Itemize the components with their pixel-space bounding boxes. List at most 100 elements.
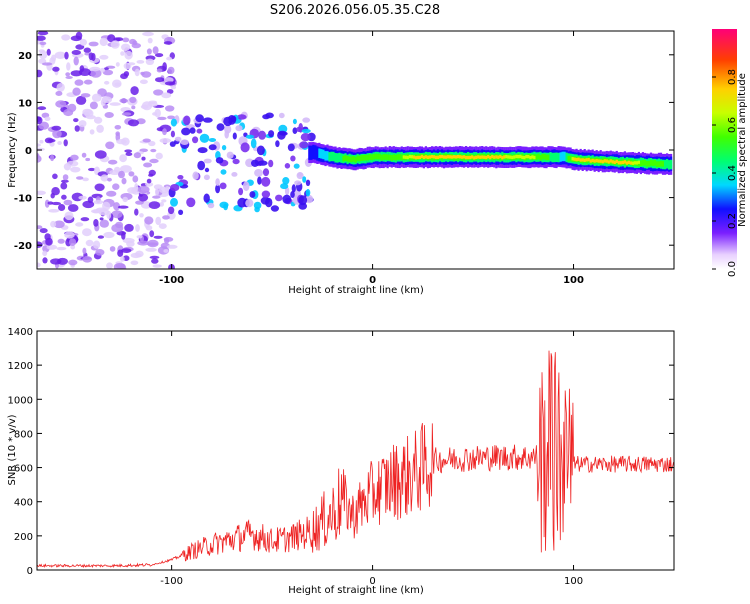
noise-blob (71, 50, 82, 55)
signal-blob (240, 142, 250, 153)
noise-blob (69, 238, 77, 247)
ridge-cell (666, 161, 669, 167)
signal-blob (177, 175, 184, 180)
noise-blob (82, 247, 87, 255)
noise-blob (131, 105, 136, 110)
ridge-cell (428, 155, 431, 159)
signal-blob (236, 114, 247, 120)
noise-blob (140, 71, 145, 75)
noise-blob (75, 44, 85, 50)
signal-blob (180, 139, 189, 145)
ridge-cell (505, 154, 508, 159)
noise-blob (130, 86, 139, 96)
ridge-cell (473, 156, 476, 160)
noise-blob (114, 82, 121, 87)
signal-blob (183, 115, 191, 126)
signal-blob (195, 114, 204, 123)
noise-blob (85, 239, 94, 247)
ridge-cell (324, 151, 327, 161)
signal-blob (181, 127, 191, 136)
ridge-cell (461, 155, 464, 159)
signal-blob (197, 160, 206, 171)
ridge-cell (569, 155, 572, 162)
signal-blob (221, 145, 227, 151)
noise-blob (93, 116, 103, 124)
ridge-cell (613, 160, 616, 164)
ridge-cell (457, 154, 460, 159)
noise-blob (80, 93, 91, 98)
noise-blob (149, 255, 160, 259)
noise-blob (119, 154, 127, 163)
ridge-cell (322, 149, 325, 160)
noise-blob (103, 67, 109, 71)
noise-blob (37, 31, 49, 36)
noise-blob (99, 54, 109, 60)
noise-blob (138, 193, 149, 202)
noise-blob (122, 37, 130, 43)
ridge-cell (328, 152, 331, 162)
snr-y-label: SNR (10 * v/v) (7, 414, 18, 485)
ridge-cell (485, 155, 488, 160)
noise-blob (161, 199, 167, 203)
noise-blob (145, 58, 155, 65)
ridge-cell (501, 156, 504, 160)
colorbar-tick-label: 0.2 (727, 213, 738, 229)
noise-blob (133, 152, 142, 159)
ridge-cell (402, 155, 405, 159)
ridge-cell (493, 155, 496, 159)
noise-blob (73, 56, 79, 66)
noise-blob (93, 240, 101, 249)
noise-blob (97, 235, 104, 239)
noise-blob (83, 47, 92, 54)
noise-blob (37, 225, 43, 230)
ridge-cell (633, 161, 636, 165)
signal-blob (237, 197, 247, 208)
spectrogram-x-label: Height of straight line (km) (288, 285, 424, 296)
noise-blob (162, 62, 167, 72)
signal-blob (279, 131, 288, 136)
y-tick-label: 1000 (8, 395, 33, 406)
noise-blob (75, 31, 83, 40)
noise-blob (78, 195, 87, 200)
ridge-cell (645, 161, 649, 167)
ridge-cell (465, 156, 468, 160)
ridge-cell (376, 153, 379, 160)
ridge-cell (593, 159, 596, 163)
noise-blob (90, 69, 102, 78)
snr-frame (36, 330, 675, 571)
noise-blob (51, 201, 61, 206)
noise-blob (68, 259, 78, 266)
ridge-cell (545, 154, 548, 161)
noise-blob (132, 175, 139, 183)
ridge-cell (446, 155, 450, 159)
ridge-cell (605, 159, 608, 163)
noise-blob (39, 50, 48, 60)
signal-blob (170, 184, 180, 192)
ridge-cell (469, 155, 472, 160)
signal-blob (215, 184, 221, 194)
ridge-cell (499, 154, 502, 159)
ridge-cell (655, 161, 659, 167)
noise-blob (136, 60, 145, 64)
ridge-cell (561, 151, 564, 162)
signal-blob (192, 171, 199, 180)
ridge-cell (495, 155, 498, 159)
noise-blob (64, 211, 74, 221)
ridge-cell (432, 155, 436, 159)
noise-blob (46, 48, 51, 56)
signal-blob (275, 194, 283, 202)
y-tick-label: -10 (14, 194, 32, 205)
ridge-cell (366, 154, 369, 161)
ridge-cell (523, 156, 526, 160)
noise-blob (117, 205, 129, 209)
noise-blob (166, 56, 173, 61)
noise-blob (150, 148, 157, 153)
noise-blob (118, 170, 125, 179)
signal-blob (215, 178, 220, 187)
ridge-cell (318, 148, 321, 158)
noise-blob (159, 138, 172, 144)
ridge-cell (442, 155, 446, 159)
signal-blob (208, 138, 217, 142)
noise-blob (80, 217, 90, 222)
ridge-cell (410, 155, 413, 159)
